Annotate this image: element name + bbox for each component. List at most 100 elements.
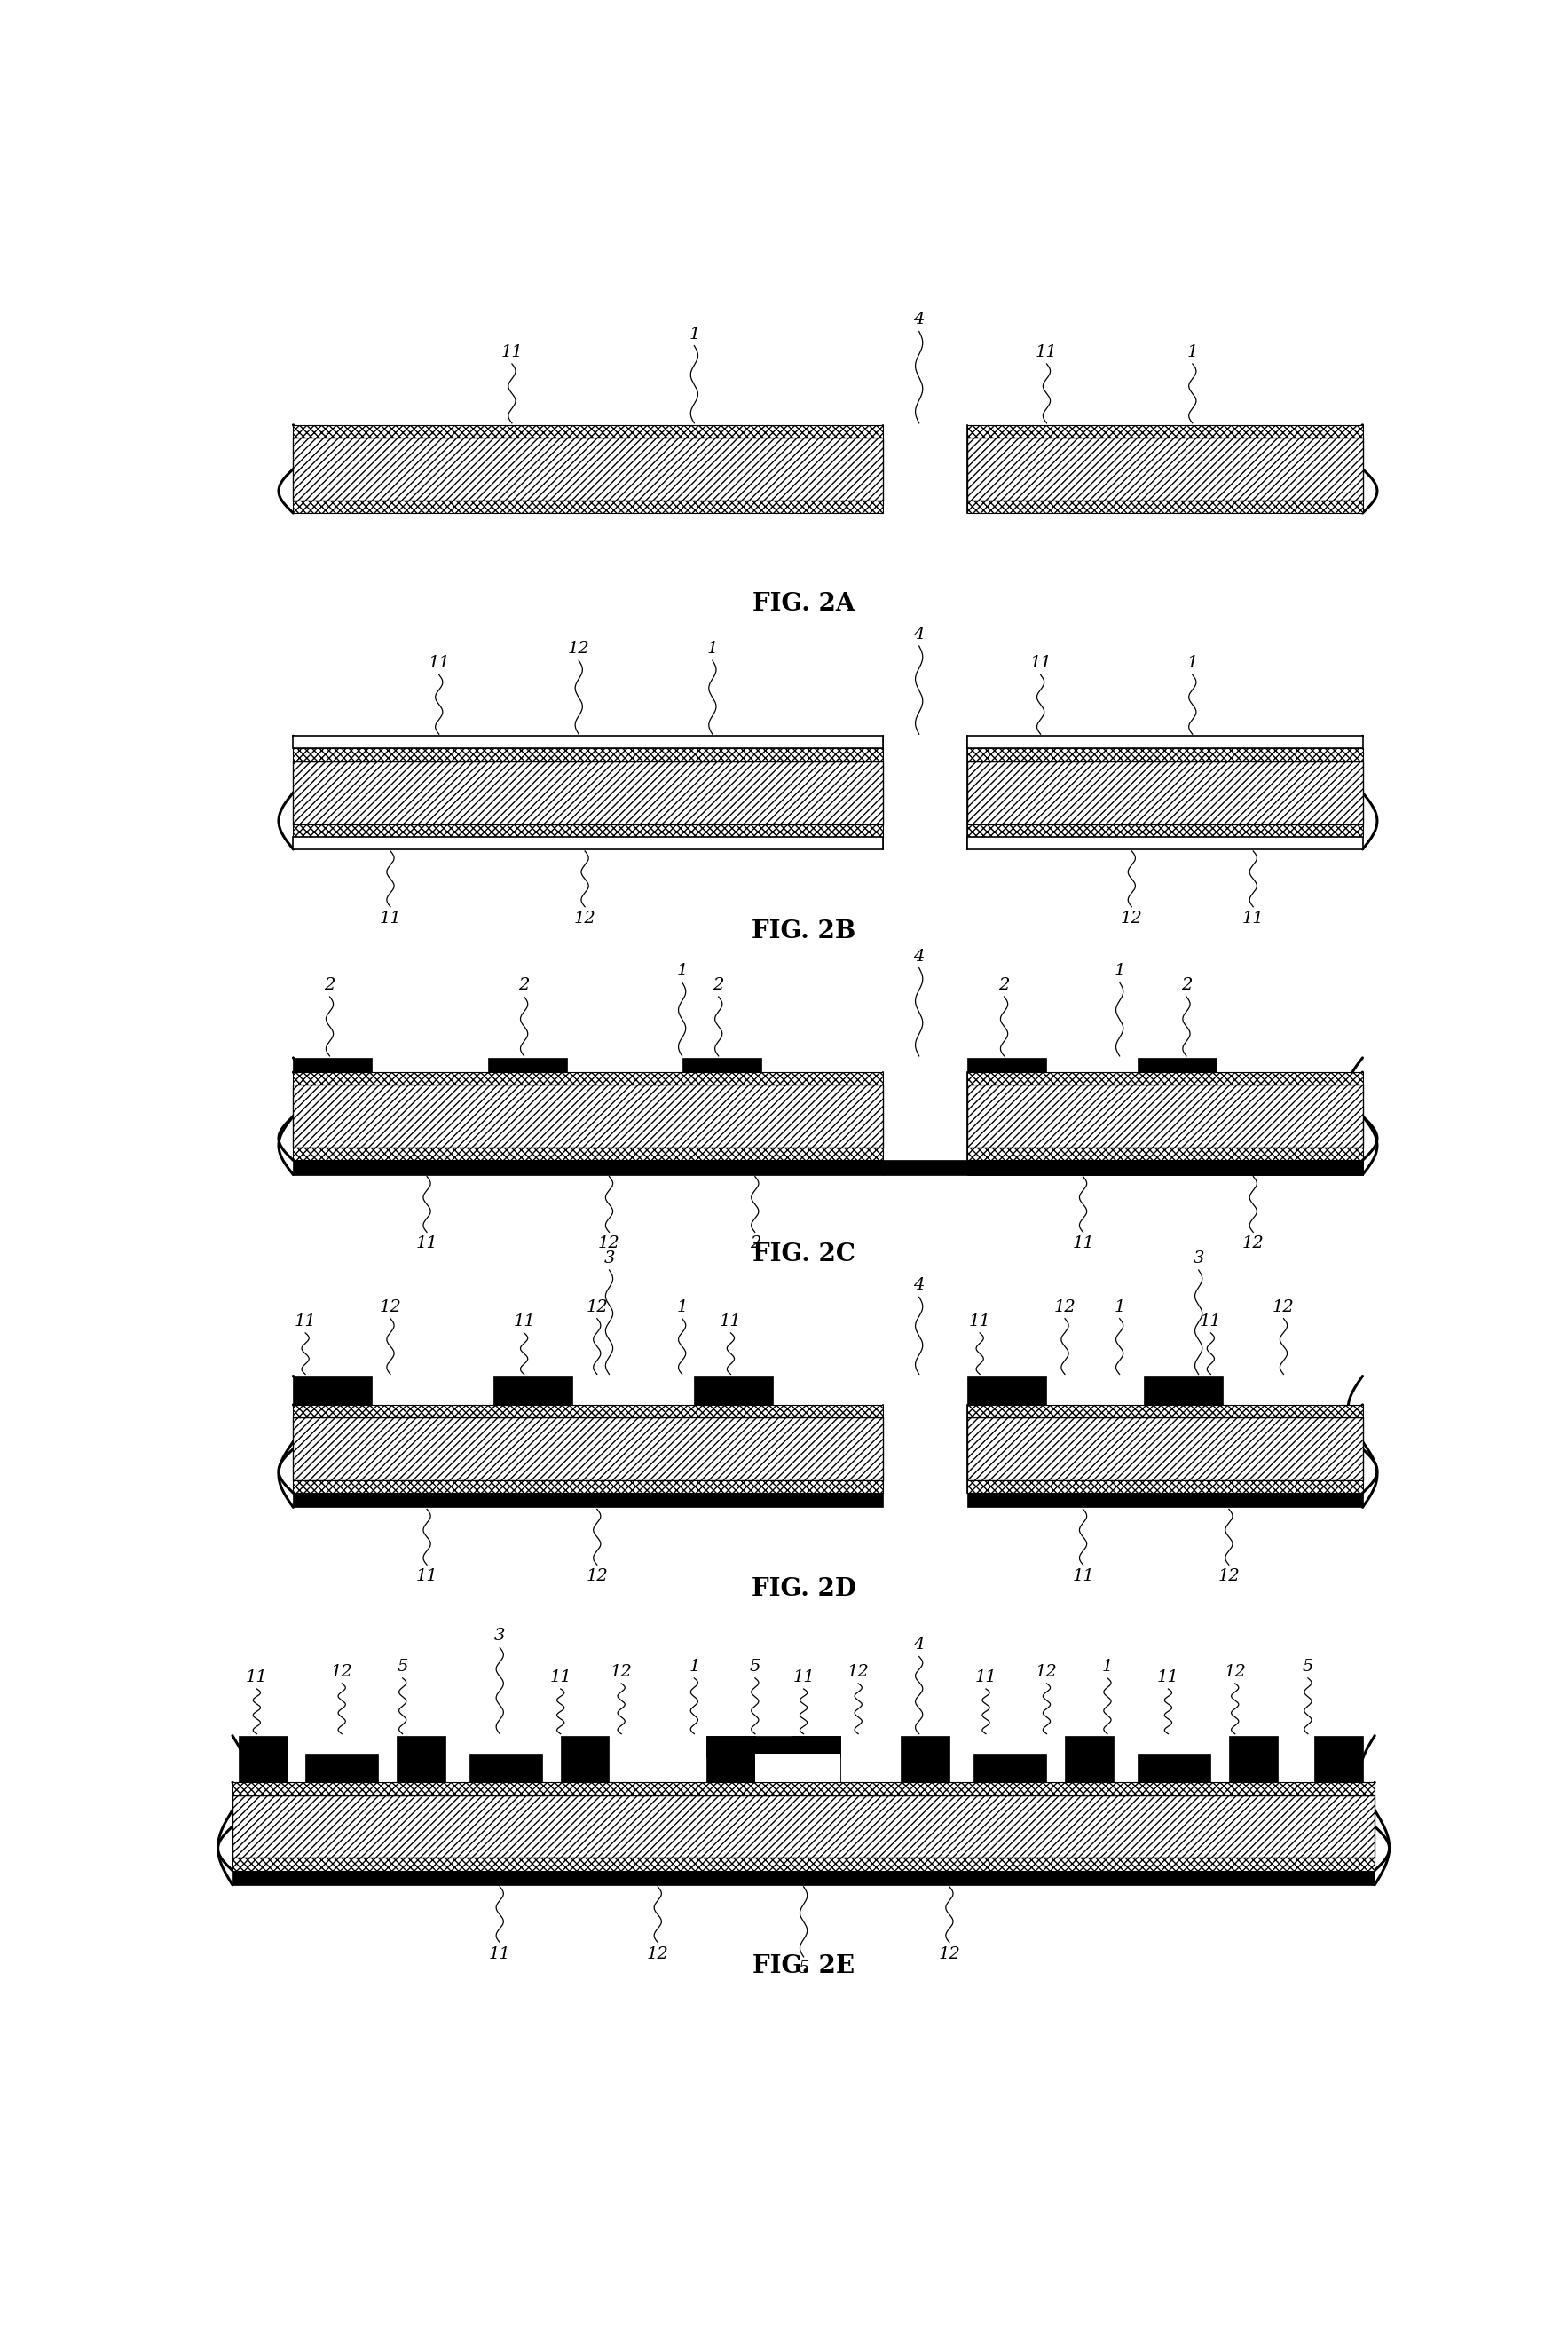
Text: 12: 12 (646, 1945, 670, 1961)
Bar (293, 750, 883, 761)
Text: 12: 12 (938, 1945, 961, 1961)
Bar (974, 1754, 1047, 1782)
Text: 12: 12 (1225, 1665, 1247, 1679)
Bar (293, 1086, 883, 1149)
Bar (967, 1160, 1363, 1175)
Bar (397, 1735, 445, 1782)
Bar (1145, 1375, 1223, 1406)
Text: 11: 11 (246, 1670, 268, 1686)
Text: 1: 1 (1187, 656, 1198, 670)
Bar (293, 1375, 372, 1406)
Text: FIG. 2E: FIG. 2E (753, 1954, 855, 1978)
Text: 12: 12 (568, 640, 590, 656)
Text: 4: 4 (914, 948, 925, 964)
Text: 1: 1 (1102, 1658, 1113, 1674)
Text: 11: 11 (416, 1569, 437, 1585)
Text: 12: 12 (1054, 1298, 1076, 1315)
Text: 12: 12 (586, 1298, 608, 1315)
Bar (967, 1375, 1047, 1406)
Bar (293, 1072, 883, 1086)
Text: 11: 11 (295, 1312, 317, 1329)
Bar (792, 1735, 840, 1782)
Text: 11: 11 (416, 1235, 437, 1252)
Bar (967, 1417, 1363, 1480)
Bar (293, 1160, 883, 1175)
Text: 11: 11 (500, 343, 524, 360)
Bar (494, 1375, 572, 1406)
Bar (293, 1417, 883, 1480)
Bar (967, 1058, 1047, 1072)
Text: FIG. 2B: FIG. 2B (751, 920, 856, 943)
Text: 2: 2 (519, 976, 530, 992)
Bar (293, 437, 883, 500)
Text: 12: 12 (586, 1569, 608, 1585)
Text: 12: 12 (597, 1235, 621, 1252)
Bar (293, 1058, 372, 1072)
Text: 12: 12 (379, 1298, 401, 1315)
Text: 11: 11 (792, 1670, 815, 1686)
Text: 1: 1 (676, 1298, 688, 1315)
Text: 12: 12 (1218, 1569, 1240, 1585)
Text: 3: 3 (494, 1627, 505, 1644)
Text: 2: 2 (713, 976, 724, 992)
Bar (967, 437, 1363, 500)
Bar (293, 425, 883, 437)
Bar (967, 1406, 1363, 1417)
Bar (900, 1735, 950, 1782)
Text: 12: 12 (1242, 1235, 1264, 1252)
Bar (967, 500, 1363, 514)
Bar (695, 1375, 773, 1406)
Bar (883, 1160, 1363, 1175)
Bar (488, 1058, 566, 1072)
Text: 1: 1 (707, 640, 718, 656)
Text: 5: 5 (750, 1658, 760, 1674)
Bar (1138, 1058, 1217, 1072)
Text: 1: 1 (1187, 343, 1198, 360)
Text: 12: 12 (610, 1665, 632, 1679)
Bar (967, 824, 1363, 836)
Text: 11: 11 (1035, 343, 1058, 360)
Text: FIG. 2C: FIG. 2C (753, 1242, 855, 1266)
Bar (293, 500, 883, 514)
Text: 1: 1 (1113, 962, 1126, 978)
Text: 1: 1 (688, 1658, 699, 1674)
Text: 1: 1 (688, 327, 699, 343)
Text: 11: 11 (1073, 1569, 1094, 1585)
Text: 11: 11 (428, 656, 450, 670)
Text: 12: 12 (847, 1665, 869, 1679)
Bar (561, 1735, 608, 1782)
Bar (967, 1149, 1363, 1160)
Bar (293, 736, 883, 750)
Text: 11: 11 (1200, 1312, 1221, 1329)
Text: 11: 11 (1073, 1235, 1094, 1252)
Bar (967, 736, 1363, 750)
Text: 12: 12 (1273, 1298, 1295, 1315)
Text: 4: 4 (914, 1637, 925, 1653)
Text: 11: 11 (489, 1945, 511, 1961)
Text: FIG. 2A: FIG. 2A (753, 591, 855, 616)
Text: 5: 5 (1303, 1658, 1314, 1674)
Bar (232, 1782, 1375, 1796)
Text: 12: 12 (331, 1665, 353, 1679)
Text: 11: 11 (549, 1670, 572, 1686)
Bar (756, 1754, 840, 1782)
Text: 12: 12 (574, 911, 596, 927)
Text: 11: 11 (513, 1312, 535, 1329)
Text: 11: 11 (1242, 911, 1264, 927)
Text: 11: 11 (720, 1312, 742, 1329)
Text: 1: 1 (1113, 1298, 1126, 1315)
Text: 4: 4 (914, 626, 925, 642)
Bar (293, 1492, 883, 1508)
Text: 11: 11 (969, 1312, 991, 1329)
Bar (967, 761, 1363, 824)
Text: 2: 2 (325, 976, 336, 992)
Text: FIG. 2D: FIG. 2D (751, 1576, 856, 1602)
Text: 4: 4 (914, 1277, 925, 1294)
Bar (293, 1149, 883, 1160)
Bar (232, 1859, 1375, 1870)
Bar (967, 1086, 1363, 1149)
Bar (706, 1735, 756, 1782)
Bar (293, 761, 883, 824)
Text: 12: 12 (1121, 911, 1143, 927)
Bar (469, 1754, 543, 1782)
